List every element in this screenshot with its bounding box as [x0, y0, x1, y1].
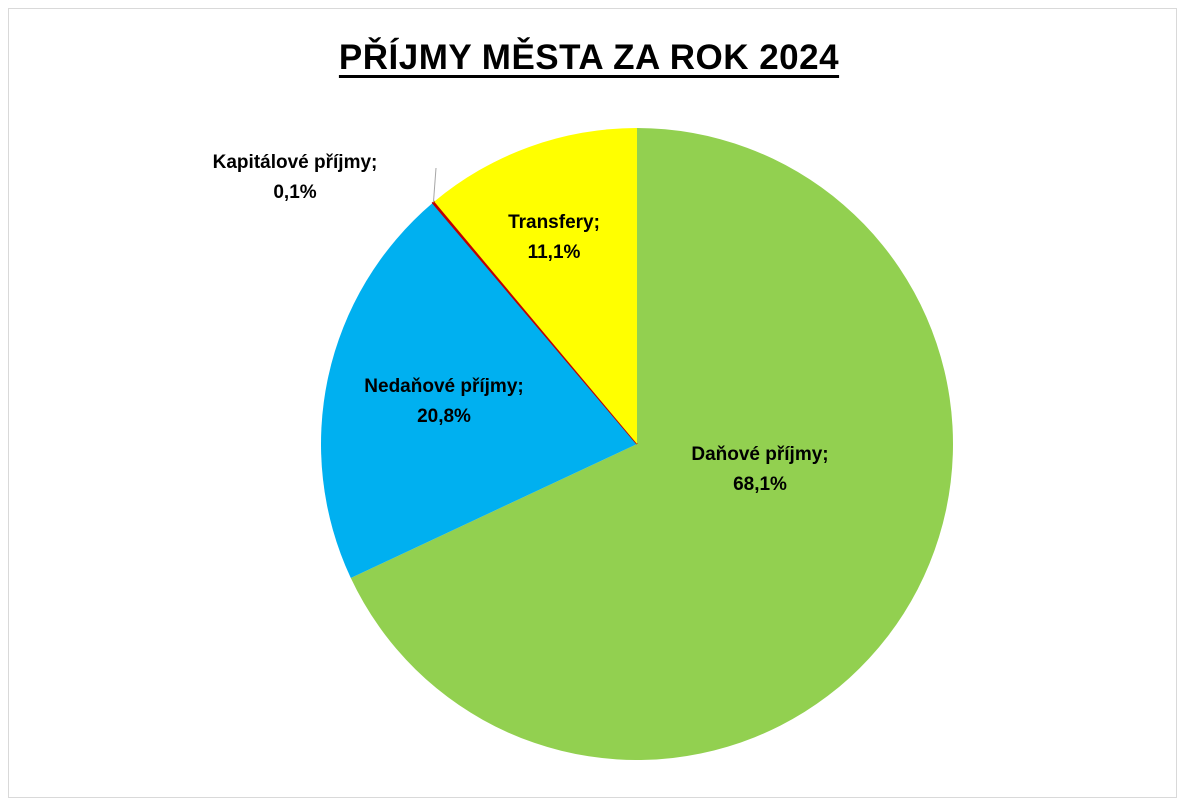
- slice-label-name: Nedaňové příjmy;: [364, 376, 523, 397]
- slice-label-name: Transfery;: [508, 212, 600, 233]
- slice-label-value: 68,1%: [733, 474, 787, 495]
- slice-label-value: 0,1%: [273, 182, 316, 203]
- pie-slice-daňové-příjmy: [350, 128, 954, 761]
- leader-line: [432, 167, 437, 203]
- chart-title: PŘÍJMY MĚSTA ZA ROK 2024: [338, 38, 840, 77]
- slice-label-name: Daňové příjmy;: [691, 444, 828, 465]
- slice-label-value: 11,1%: [528, 242, 581, 263]
- pie-slice-nedaňové-příjmy: [321, 202, 637, 578]
- slice-label-name: Kapitálové příjmy;: [213, 152, 378, 173]
- pie-slice-transfery: [434, 128, 637, 444]
- slice-label-value: 20,8%: [417, 406, 471, 427]
- pie-chart: Daňové příjmy; 68,1% Nedaňové příjmy; 20,8%…: [213, 128, 954, 761]
